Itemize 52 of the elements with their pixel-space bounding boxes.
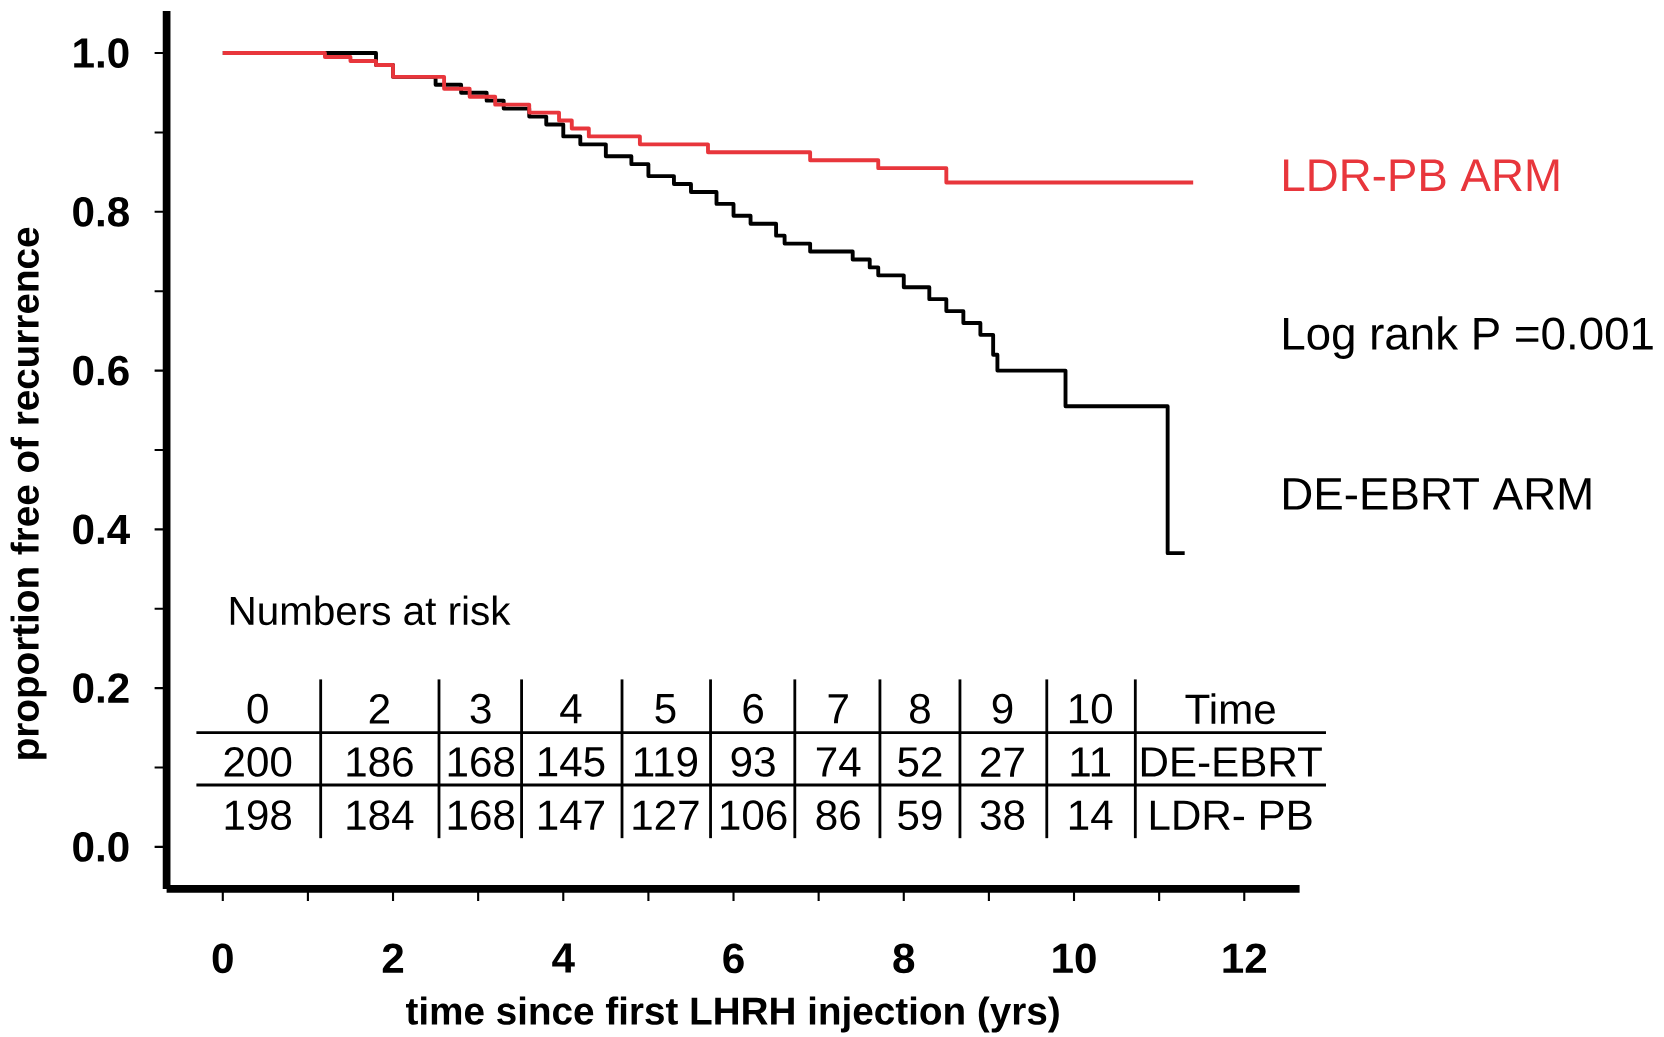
annotation: 52 [898,747,942,777]
annotation: 86 [816,800,860,831]
text: DE-EBRT ARM [1284,478,1591,510]
annotation: Log rank P =0.001 [1284,316,1653,359]
annotation: Numbers at risk [230,595,511,626]
annotation: 3 [470,693,491,724]
annotation: 127 [633,800,699,830]
y-tick-label: 0.8 [73,196,129,227]
annotation: 11 [1071,747,1111,777]
annotation: Time [1185,693,1275,725]
x-tick-label: 2 [382,943,404,973]
annotation: 2 [369,694,390,724]
annotation: 10 [1069,693,1113,724]
annotation: LDR- PB [1150,800,1312,830]
annotation: 168 [448,747,515,777]
annotation: 0 [247,693,268,724]
x-tick-label: 8 [893,943,915,974]
x-tick-label: 6 [723,943,744,974]
annotation: 145 [538,747,605,777]
y-tick-label: 0.4 [73,514,130,545]
x-tick-label: 12 [1223,943,1267,973]
annotation: 7 [828,694,848,724]
annotation: DE-EBRT [1141,747,1322,777]
annotation: 93 [731,747,775,777]
annotation: 9 [992,693,1013,724]
y-tick-label: 0.2 [73,673,129,704]
annotation: 6 [743,693,763,724]
y-tick-label: 0.6 [73,355,129,386]
annotation: 27 [981,747,1024,777]
y-tick-label: 1.0 [74,38,129,68]
x-tick-label: 10 [1053,943,1096,974]
annotation: 5 [655,694,676,724]
annotation: 106 [721,800,787,831]
y-axis-title: proportion free of recurrence [10,227,47,759]
series-label: LDR-PB ARM [1284,159,1559,191]
x-tick-label: 4 [552,943,575,973]
annotation: 74 [816,747,861,777]
annotation: 14 [1069,800,1113,830]
annotation: 8 [910,693,930,724]
annotation: 59 [898,800,942,831]
annotation: 119 [635,747,698,777]
y-tick-label: 0.0 [73,832,129,862]
annotation: 168 [448,800,515,831]
annotation: 200 [224,747,292,777]
annotation: 186 [347,747,413,777]
annotation: 147 [538,800,604,830]
annotation: 198 [225,800,292,831]
x-tick-label: 0 [212,943,233,974]
x-axis-title: time since first LHRH injection (yrs) [405,996,1059,1033]
annotation: 4 [560,694,582,724]
annotation: 184 [347,800,414,831]
annotation: 38 [980,800,1025,831]
